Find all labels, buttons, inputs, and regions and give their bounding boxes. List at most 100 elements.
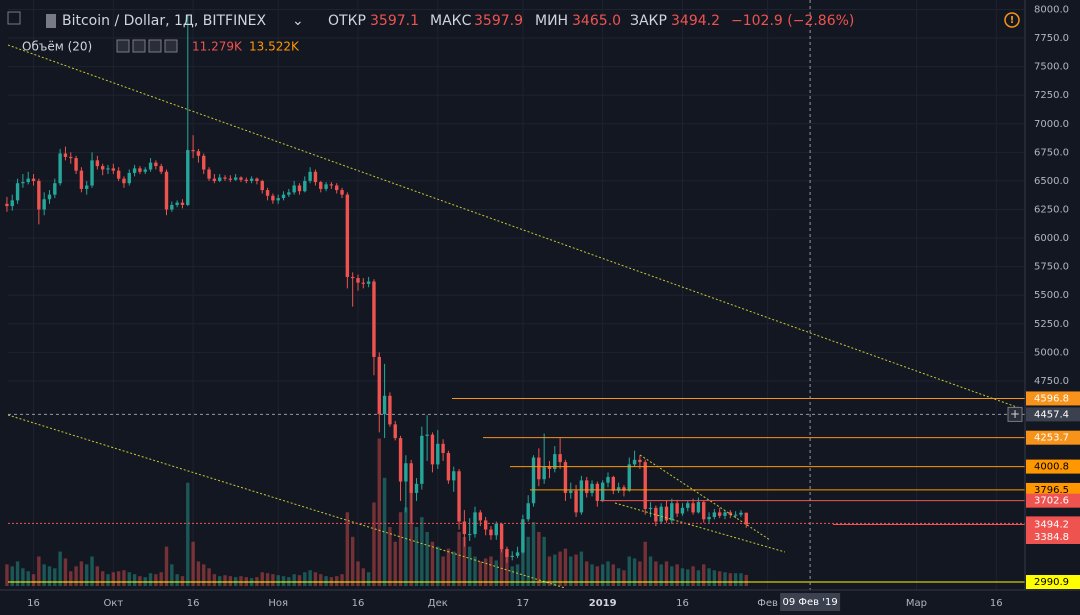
candle-body [728,512,733,515]
volume-bar [696,570,701,586]
icon[interactable] [7,11,21,25]
candle-body [670,503,674,521]
candle-body [537,457,541,480]
volume-bar [319,574,323,586]
y-tick-label: 5750.0 [1034,262,1069,273]
volume-bar [691,566,695,586]
price-label: 3384.8 [1034,532,1069,543]
volume-bar [659,564,663,586]
candle-body [303,180,307,192]
candle-body [510,555,514,557]
icon[interactable] [116,39,130,53]
volume-bar [616,568,621,586]
candle-body [526,503,530,520]
candle-body [558,454,562,463]
volume-bar [483,558,488,586]
candle-body [707,516,711,520]
y-tick-label: 6250.0 [1034,205,1069,216]
candle-body [398,438,403,482]
volume-bar [595,566,600,586]
volume-bar [638,561,642,586]
volume-bar [457,531,461,586]
volume-bar [74,566,78,586]
x-tick-label: Мар [906,598,927,609]
candle-body [100,166,105,170]
icon[interactable] [148,39,162,53]
alert-icon[interactable] [1004,12,1020,28]
candle-body [340,190,344,195]
volume-bar [202,564,206,586]
candle-body [717,512,722,516]
candle-body [595,483,600,501]
price-label-bg [1026,493,1080,508]
candle-body [414,483,419,493]
volume-bar [239,576,243,586]
candle-body [388,395,392,425]
grid [8,0,1025,590]
candle-body [260,180,264,191]
candle-body [531,457,536,504]
volume-bar [100,571,105,586]
dropdown[interactable]: ⌄ [292,13,304,29]
alert-icon[interactable]: ! [1010,15,1015,26]
x-tick-label: 17 [517,598,530,609]
symbol-title[interactable]: Bitcoin / Dollar, 1Д, BITFINEX [62,13,267,29]
volume-bar [281,576,286,586]
volume-bar [217,576,222,586]
price-label-bg [1026,575,1080,590]
y-tick-label: 5250.0 [1034,319,1069,330]
candle-body [654,507,658,522]
trend-line [7,414,566,589]
price-levels: 4596.84457.44253.74000.83796.53702.63503… [8,0,1080,611]
y-tick-label: 7000.0 [1034,119,1069,130]
volume-bar [744,574,748,586]
candle-body [643,462,647,509]
candle-body [249,178,254,181]
volume-bar [265,573,270,586]
candle-body [106,168,110,170]
candle-body [287,192,291,195]
candle-body [585,480,589,493]
volume-bar [717,571,722,586]
volume-bar [186,482,190,586]
candle-body [37,180,41,210]
candle-body [521,519,525,553]
volume-bar [542,536,546,586]
candle-body [42,199,46,210]
volume-bar [627,556,631,586]
volume-bar [79,561,84,586]
volume-bar [728,573,733,586]
ohlc-name: МАКС [430,13,472,29]
price-label: 4596.8 [1034,393,1069,404]
volume-bar [154,574,158,586]
icon[interactable] [164,39,178,53]
volume-bar [196,561,201,586]
volume-bar [675,564,679,586]
candles [5,15,748,563]
candle-body [478,512,483,521]
candle-body [563,462,568,493]
candle-body [372,281,376,357]
volume-bar [446,548,451,586]
candle-body [154,162,158,167]
candle-body [452,471,456,481]
candle-body [345,194,350,277]
axes: 4750.0 5000.0 5250.0 5500.0 5750.0 6000.0 6250… [27,4,1069,609]
candle-body [430,434,435,465]
candle-body [244,179,248,181]
candle-body [579,480,584,513]
volume-bar [515,564,520,586]
volume-bar [175,574,179,586]
candle-body [95,160,100,167]
candle-body [553,454,557,469]
volume-bar [499,548,504,586]
candle-body [79,170,84,189]
candle-body [313,171,318,183]
volume-bar [712,570,717,586]
volume-bar [430,541,435,586]
icon[interactable] [132,39,146,53]
ohlc-value: 3494.2 [671,13,720,29]
candle-body [202,155,206,170]
